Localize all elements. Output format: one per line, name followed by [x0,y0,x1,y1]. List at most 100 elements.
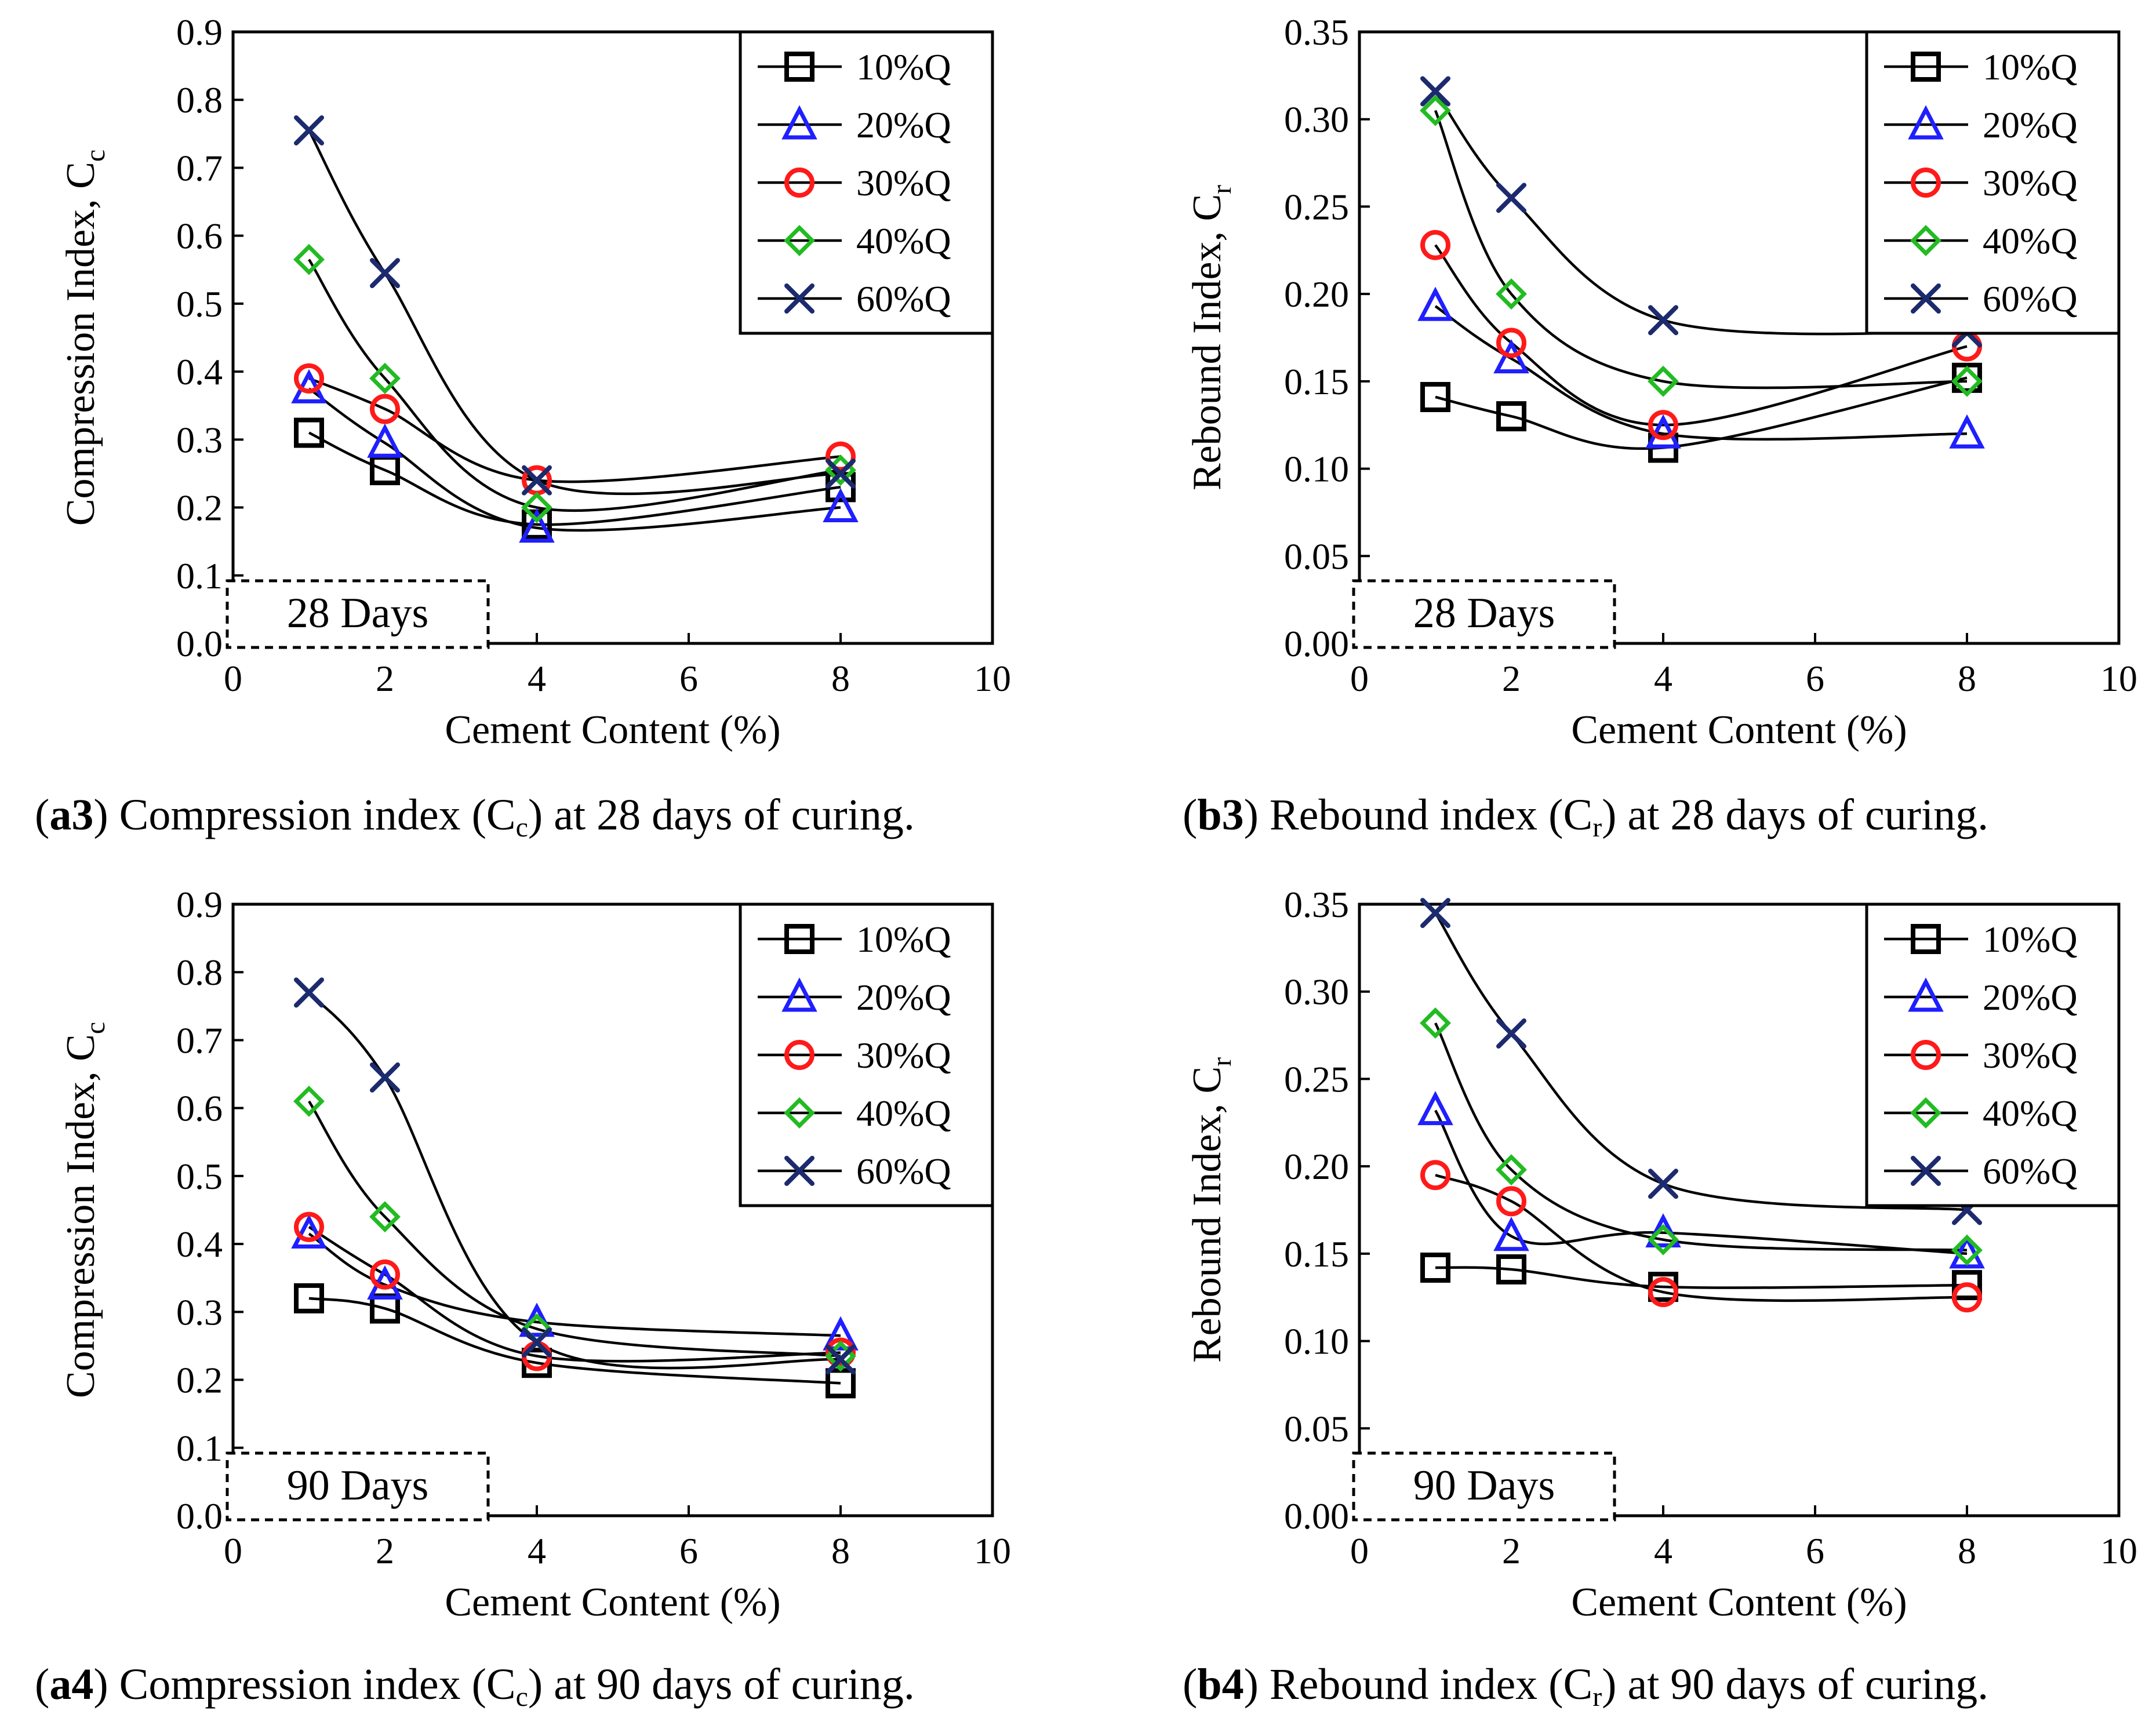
data-point-60pct-Q [1496,1018,1526,1049]
series-line-40pct-Q [1434,1022,1968,1252]
x-tick-label: 8 [831,658,850,699]
caption-tag: a3 [49,791,94,839]
series-line-10pct-Q [308,1297,841,1385]
x-tick-label: 10 [2100,1530,2137,1571]
y-tick-label: 0.00 [1284,623,1349,664]
data-point-20pct-Q [1493,1217,1529,1251]
data-point-40pct-Q [369,1201,401,1233]
data-point-40pct-Q [521,492,552,523]
data-point-40pct-Q [1648,365,1679,397]
y-tick-label: 0.15 [1284,361,1349,402]
days-label-box [226,1451,490,1522]
legend-marker [1911,1156,1941,1186]
y-tick-label: 0.15 [1284,1233,1349,1275]
y-axis-label-main: Rebound Index, C [1185,194,1230,490]
legend-marker [1910,225,1941,256]
chart-a3: 0.0 0.1 0.2 0.3 0.4 0.5 0.6 0.7 0.8 0.9 0 2 4 6 8 10 Cem… [59,12,1011,752]
series-line-20pct-Q [1434,305,1968,441]
y-axis-label: Rebound Index, Cr [1185,1057,1237,1363]
y-tick-label: 0.35 [1284,12,1349,53]
legend-label: 60%Q [1983,278,2078,319]
y-axis-label-subscript: r [1206,185,1237,194]
data-point-60pct-Q [1648,1169,1678,1199]
legend-label: 10%Q [1983,919,2078,960]
legend-label: 60%Q [856,1151,951,1192]
plot-frame [1358,902,2121,1517]
legend-label: 60%Q [856,278,951,319]
y-tick-label: 0.05 [1284,536,1349,577]
x-tick-label: 6 [1806,1530,1824,1571]
data-point-40pct-Q [1496,1154,1527,1186]
series-line-30pct-Q [308,377,841,483]
legend-marker [781,105,817,140]
legend-marker [1911,168,1941,198]
x-tick-label: 8 [1958,658,1976,699]
data-point-30pct-Q [1496,327,1526,358]
days-label-box [1352,579,1616,649]
legend-label: 20%Q [856,104,951,145]
x-axis-label: Cement Content (%) [445,1580,780,1625]
x-tick-label: 2 [376,658,394,699]
plot-frame [231,902,994,1517]
data-point-10pct-Q [1952,1270,1982,1301]
data-point-20pct-Q [1949,414,1985,449]
x-tick-label: 10 [2100,658,2137,699]
data-point-10pct-Q [1496,401,1526,432]
x-tick-label: 6 [1806,658,1824,699]
series-line-10pct-Q [308,431,841,526]
y-tick-label: 0.0 [176,1495,223,1537]
data-point-30pct-Q [294,363,324,394]
x-tick-label: 2 [376,1530,394,1571]
data-point-60pct-Q [826,1344,856,1375]
legend-label: 40%Q [1983,220,2078,261]
data-point-60pct-Q [826,458,856,489]
series-line-40pct-Q [308,259,841,512]
legend-label: 40%Q [1983,1093,2078,1134]
legend-marker [784,225,815,256]
y-tick-label: 0.6 [176,216,223,257]
data-point-10pct-Q [1420,1252,1450,1283]
data-point-20pct-Q [367,423,403,458]
y-tick-label: 0.35 [1284,884,1349,925]
days-label: 28 Days [1413,589,1555,637]
caption-after: ) at 28 days of curing. [528,791,915,839]
data-point-60pct-Q [522,465,552,496]
legend-label: 30%Q [1983,162,2078,203]
y-axis-label-main: Compression Index, C [59,162,103,526]
data-point-10pct-Q [1420,381,1450,412]
caption-subscript: r [1592,1682,1602,1712]
data-point-60pct-Q [370,1062,400,1093]
data-point-30pct-Q [370,1259,400,1290]
data-point-20pct-Q [1493,339,1529,374]
caption-text: Compression index (C [119,791,516,839]
caption-b3: (b3) Rebound index (Cr) at 28 days of cu… [1183,790,1989,843]
plot-frame [1358,30,2121,645]
y-axis-label-main: Rebound Index, C [1185,1067,1230,1363]
caption-subscript: r [1592,812,1602,843]
series-line-30pct-Q [1435,1174,1968,1302]
caption-open: ( [35,1660,50,1709]
legend-label: 40%Q [856,220,951,261]
data-point-20pct-Q [1417,286,1453,321]
caption-text: Rebound index (C [1269,1660,1593,1709]
y-axis-label: Rebound Index, Cr [1185,185,1237,490]
y-axis-label: Compression Index, Cc [59,1022,111,1398]
legend-marker [1908,977,1944,1012]
series-line-60pct-Q [1434,912,1968,1211]
caption-text: Compression index (C [119,1660,516,1709]
caption-close: ) [1243,791,1270,839]
legend-marker [784,283,814,314]
y-axis-label-main: Compression Index, C [59,1034,103,1398]
y-tick-label: 0.9 [176,12,223,53]
data-point-60pct-Q [294,977,324,1008]
legend-label: 10%Q [1983,46,2078,88]
caption-after: ) at 28 days of curing. [1602,791,1989,839]
y-tick-label: 0.20 [1284,1146,1349,1187]
series-line-60pct-Q [308,991,841,1370]
series-line-30pct-Q [308,1225,841,1363]
y-tick-label: 0.7 [176,147,223,188]
legend-marker [781,977,817,1012]
data-point-30pct-Q [1420,230,1450,260]
y-tick-label: 0.1 [176,555,223,596]
